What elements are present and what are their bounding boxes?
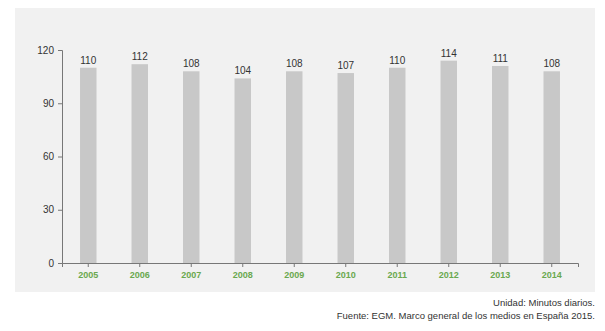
x-tick-label: 2012 (439, 270, 459, 280)
data-label: 108 (286, 58, 303, 69)
x-tick-mark (500, 263, 501, 267)
data-label: 104 (234, 65, 251, 76)
x-tick-label: 2010 (336, 270, 356, 280)
bar (235, 78, 251, 263)
x-tick: 2007 (181, 263, 201, 280)
y-tick-mark (58, 157, 62, 158)
y-tick-mark (58, 103, 62, 104)
y-tick: 30 (43, 204, 62, 215)
y-tick-mark (58, 210, 62, 211)
bar (492, 66, 508, 263)
bars (80, 61, 560, 263)
x-tick-mark (242, 263, 243, 267)
y-tick-mark (58, 50, 62, 51)
x-tick-label: 2014 (542, 270, 562, 280)
x-tick: 2014 (542, 263, 562, 280)
x-axis: 2005 2006 2007 2008 2009 2010 2011 2012 2013 2014 (63, 263, 579, 280)
data-label: 108 (543, 58, 560, 69)
x-tick: 2013 (490, 263, 510, 280)
bar (286, 71, 302, 263)
y-axis-line (58, 51, 63, 264)
x-tick: 2009 (284, 263, 304, 280)
y-tick-label: 60 (43, 151, 55, 162)
x-tick: 2008 (233, 263, 253, 280)
data-label: 107 (337, 60, 354, 71)
bar (132, 64, 148, 263)
x-tick-label: 2011 (387, 270, 407, 280)
x-tick: 2011 (387, 263, 407, 280)
x-tick: 2006 (130, 263, 150, 280)
x-tick-label: 2013 (490, 270, 510, 280)
bar (389, 68, 405, 263)
x-axis-line (63, 264, 579, 268)
x-tick-label: 2006 (130, 270, 150, 280)
bar (338, 73, 354, 263)
y-tick: 60 (43, 151, 62, 162)
bar (183, 71, 199, 263)
data-label: 110 (80, 55, 96, 66)
bar (543, 71, 559, 263)
x-tick: 2010 (336, 263, 356, 280)
bar (80, 68, 96, 263)
x-tick-mark (551, 263, 552, 267)
x-tick-mark (88, 263, 89, 267)
annotation: Unidad: Minutos diarios. (493, 297, 595, 308)
data-label: 108 (183, 58, 200, 69)
data-label: 111 (493, 53, 509, 64)
y-tick-label: 30 (43, 204, 55, 215)
x-tick-label: 2007 (181, 270, 201, 280)
data-label: 112 (132, 51, 148, 62)
x-tick-mark (397, 263, 398, 267)
y-tick-label: 0 (48, 258, 54, 269)
y-tick-label: 90 (43, 98, 55, 109)
x-tick-mark (139, 263, 140, 267)
x-tick-mark (191, 263, 192, 267)
y-tick-label: 120 (37, 45, 54, 56)
y-tick: 0 (48, 258, 62, 269)
y-axis: 0 30 60 90 120 (37, 45, 62, 269)
x-tick-mark (294, 263, 295, 267)
x-tick: 2012 (439, 263, 459, 280)
data-label: 114 (441, 48, 457, 59)
x-tick: 2005 (78, 263, 98, 280)
annotations: Unidad: Minutos diarios. Fuente: EGM. Mar… (337, 297, 595, 321)
data-labels: 110 112 108 104 108 107 110 114 111 108 (80, 48, 560, 77)
y-tick: 120 (37, 45, 62, 56)
y-tick: 90 (43, 98, 62, 109)
data-label: 110 (389, 55, 405, 66)
x-tick-mark (345, 263, 346, 267)
panel-background (15, 8, 595, 292)
y-tick-mark (58, 263, 62, 264)
x-tick-label: 2005 (78, 270, 98, 280)
annotation: Fuente: EGM. Marco general de los medios… (337, 310, 595, 321)
x-tick-label: 2008 (233, 270, 253, 280)
chart: 0306090120200520062007200820092010201120… (0, 0, 605, 331)
x-tick-label: 2009 (284, 270, 304, 280)
x-tick-mark (448, 263, 449, 267)
bar (441, 61, 457, 263)
